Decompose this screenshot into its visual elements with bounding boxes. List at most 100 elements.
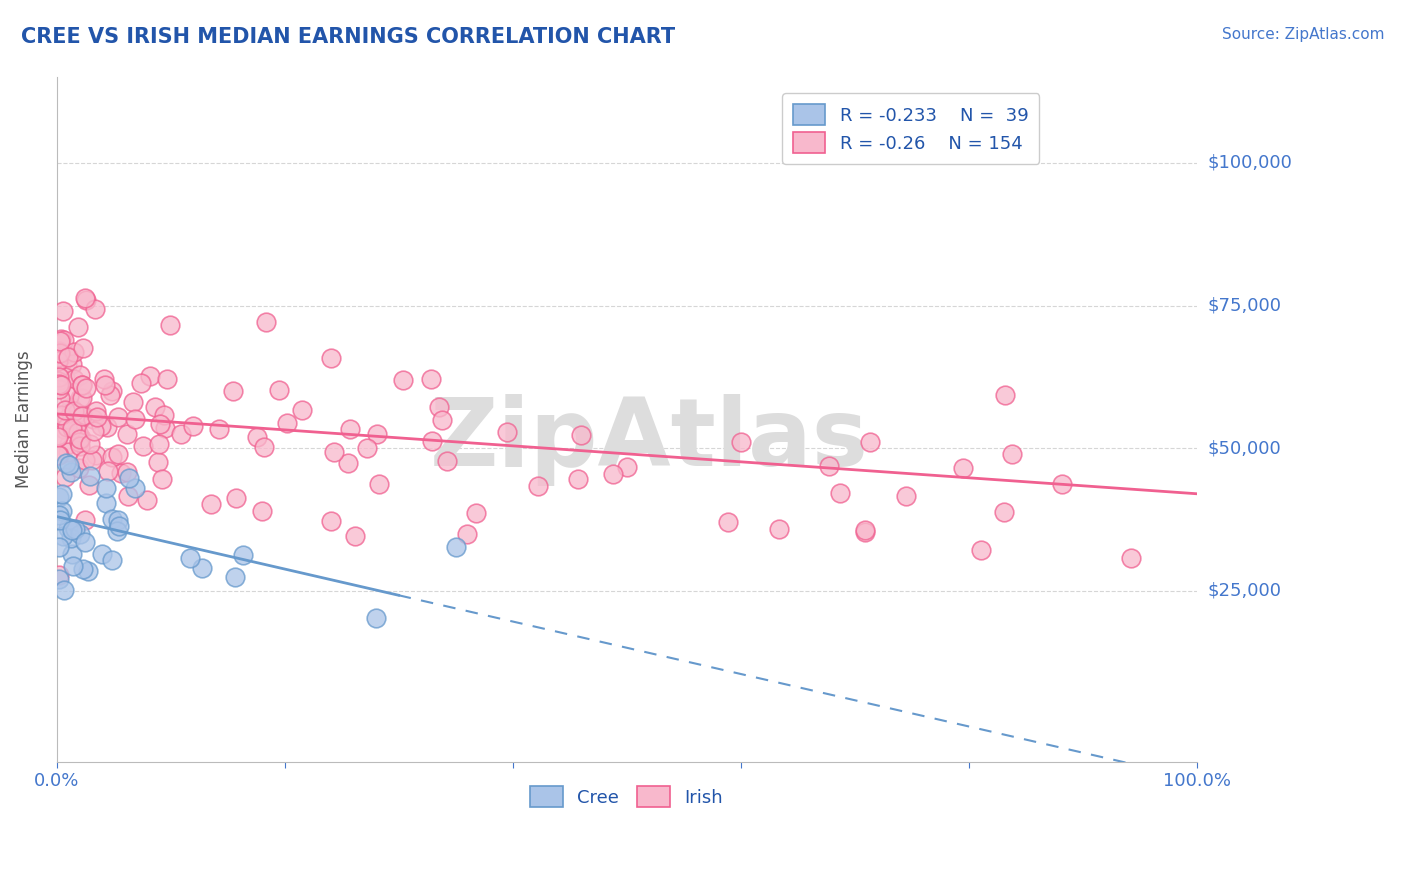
Point [222, 384, 245, 398]
Point [49, 378, 72, 392]
Point [48, 448, 70, 462]
Point [67, 460, 90, 475]
Point [59, 466, 82, 480]
Point [122, 395, 145, 409]
Point [319, 515, 342, 529]
Point [46, 374, 69, 388]
Point [75, 535, 97, 549]
Point [225, 491, 247, 505]
Point [46, 346, 69, 360]
Point [419, 371, 441, 385]
Point [48, 370, 70, 384]
Point [79, 436, 101, 450]
Point [101, 384, 124, 398]
Point [118, 471, 141, 485]
Point [91, 548, 114, 562]
Point [76, 293, 98, 308]
Point [250, 504, 273, 518]
Text: $100,000: $100,000 [1208, 154, 1292, 172]
Point [53, 347, 76, 361]
Point [49, 391, 72, 405]
Point [48, 344, 70, 359]
Point [90, 418, 112, 433]
Point [69, 391, 91, 405]
Point [52, 582, 75, 597]
Point [49, 332, 72, 346]
Point [60, 421, 83, 435]
Point [267, 384, 290, 398]
Point [75, 291, 97, 305]
Point [46, 448, 69, 462]
Point [84, 448, 107, 462]
Point [60, 406, 83, 420]
Point [83, 301, 105, 316]
Point [46, 354, 69, 368]
Point [69, 527, 91, 541]
Point [208, 422, 231, 436]
Point [730, 435, 752, 450]
Point [149, 417, 172, 432]
Point [70, 391, 93, 405]
Point [101, 450, 124, 464]
Point [100, 511, 122, 525]
Text: CREE VS IRISH MEDIAN EARNINGS CORRELATION CHART: CREE VS IRISH MEDIAN EARNINGS CORRELATIO… [21, 27, 675, 46]
Point [46, 430, 69, 444]
Point [93, 372, 115, 386]
Point [58, 389, 80, 403]
Point [430, 413, 453, 427]
Point [62, 559, 84, 574]
Point [69, 439, 91, 453]
Point [60, 401, 83, 415]
Point [67, 320, 90, 334]
Point [53, 334, 76, 348]
Point [170, 427, 193, 442]
Point [49, 346, 72, 360]
Point [356, 441, 378, 455]
Point [567, 472, 589, 486]
Point [366, 427, 388, 442]
Point [56, 350, 79, 364]
Point [322, 445, 344, 459]
Point [58, 458, 80, 473]
Point [94, 481, 117, 495]
Legend: Cree, Irish: Cree, Irish [523, 779, 730, 814]
Point [132, 439, 155, 453]
Point [148, 455, 170, 469]
Point [79, 469, 101, 483]
Point [48, 540, 70, 554]
Point [246, 429, 269, 443]
Point [69, 432, 91, 446]
Point [427, 400, 450, 414]
Point [59, 531, 82, 545]
Point [364, 611, 387, 625]
Point [139, 369, 162, 384]
Point [391, 373, 413, 387]
Point [115, 465, 138, 479]
Point [48, 382, 70, 396]
Point [82, 412, 104, 426]
Point [107, 524, 129, 539]
Point [67, 435, 90, 450]
Point [107, 518, 129, 533]
Y-axis label: Median Earnings: Median Earnings [15, 351, 32, 489]
Point [48, 568, 70, 582]
Point [179, 550, 201, 565]
Point [153, 408, 176, 422]
Point [616, 459, 638, 474]
Point [444, 540, 467, 554]
Point [232, 548, 254, 562]
Point [107, 447, 129, 461]
Point [148, 436, 170, 450]
Point [1000, 447, 1022, 461]
Point [76, 565, 98, 579]
Point [495, 425, 517, 440]
Point [70, 409, 93, 424]
Point [117, 426, 139, 441]
Point [67, 425, 90, 439]
Point [75, 381, 97, 395]
Point [818, 459, 841, 474]
Point [969, 543, 991, 558]
Point [952, 461, 974, 475]
Point [62, 547, 84, 561]
Point [58, 436, 80, 450]
